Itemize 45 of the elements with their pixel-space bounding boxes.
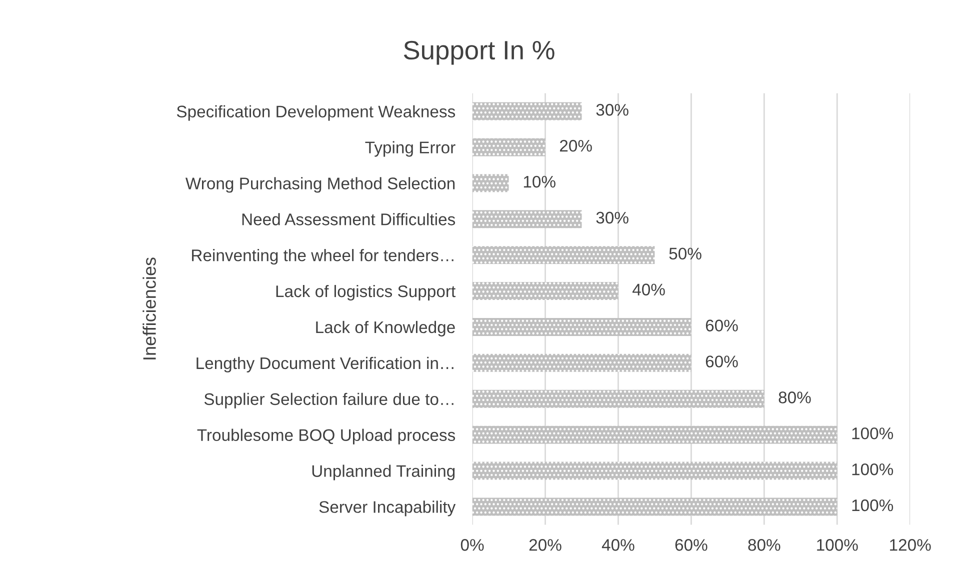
data-label: 100% xyxy=(852,463,894,476)
y-tick-label: Need Assessment Difficulties xyxy=(242,213,456,226)
y-tick-label: Reinventing the wheel for tenders… xyxy=(192,249,454,265)
y-tick-label: Lengthy Document Verification in… xyxy=(196,356,454,372)
y-tick-label: Server Incapability xyxy=(319,500,456,516)
x-tick-label: 20% xyxy=(529,539,562,551)
bar xyxy=(472,426,838,444)
bar xyxy=(472,246,655,264)
data-label: 30% xyxy=(596,104,628,116)
y-tick-label: Wrong Purchasing Method Selection xyxy=(185,177,455,193)
bar xyxy=(472,102,582,120)
y-axis-title: Inefficiencies xyxy=(142,258,156,360)
data-label: 60% xyxy=(706,356,738,368)
chart-title: Support In % xyxy=(404,40,554,65)
y-tick-label: Lack of logistics Support xyxy=(276,284,456,301)
x-tick-label: 60% xyxy=(675,539,708,551)
bar xyxy=(472,390,764,408)
data-label: 100% xyxy=(852,427,894,440)
data-label: 40% xyxy=(632,284,665,296)
y-tick-label: Unplanned Training xyxy=(312,464,455,480)
data-label: 100% xyxy=(852,499,894,512)
data-label: 50% xyxy=(669,248,702,260)
x-tick-label: 120% xyxy=(890,539,931,551)
data-label: 10% xyxy=(524,176,556,188)
data-label: 30% xyxy=(596,212,628,224)
bar xyxy=(472,462,838,480)
x-tick-label: 80% xyxy=(748,539,780,551)
bar xyxy=(472,210,582,228)
bar xyxy=(472,498,838,516)
y-tick-label: Supplier Selection failure due to… xyxy=(204,392,454,408)
y-tick-label: Troublesome BOQ Upload process xyxy=(197,428,456,444)
bar xyxy=(472,282,618,300)
bar xyxy=(472,354,692,372)
data-label: 20% xyxy=(560,140,592,152)
x-tick-label: 40% xyxy=(602,539,634,551)
bar xyxy=(472,318,692,336)
data-label: 60% xyxy=(706,320,738,332)
y-tick-label: Specification Development Weakness xyxy=(176,105,456,121)
y-tick-label: Lack of Knowledge xyxy=(316,320,455,336)
bar xyxy=(472,138,546,156)
data-label: 80% xyxy=(778,392,811,404)
x-tick-label: 100% xyxy=(817,539,858,551)
x-tick-label: 0% xyxy=(460,539,484,551)
y-tick-label: Typing Error xyxy=(365,141,456,157)
bar xyxy=(472,174,509,192)
